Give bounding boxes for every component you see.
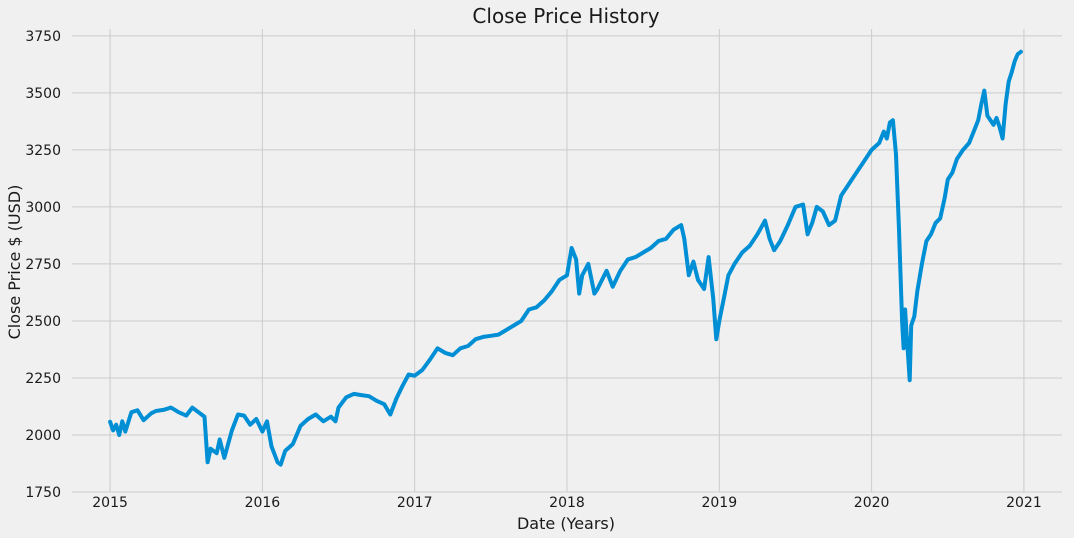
x-tick-label: 2017 bbox=[397, 495, 433, 511]
series-layer bbox=[108, 49, 1023, 467]
y-tick-label: 2000 bbox=[25, 428, 61, 444]
close-price-line bbox=[108, 49, 1023, 467]
tick-labels: 2015 2016 2017 2018 2019 2020 2021 1750 2000 2250… bbox=[25, 29, 1041, 511]
y-tick-label: 3000 bbox=[25, 200, 61, 216]
y-tick-label: 3500 bbox=[25, 86, 61, 102]
y-tick-label: 3750 bbox=[25, 29, 61, 45]
x-tick-label: 2016 bbox=[245, 495, 281, 511]
y-axis-label: Close Price $ (USD) bbox=[5, 185, 24, 340]
y-tick-label: 2500 bbox=[25, 314, 61, 330]
x-tick-label: 2018 bbox=[549, 495, 585, 511]
y-tick-label: 1750 bbox=[25, 485, 61, 501]
x-tick-label: 2015 bbox=[92, 495, 128, 511]
y-tick-label: 3250 bbox=[25, 143, 61, 159]
x-axis-label: Date (Years) bbox=[517, 514, 615, 533]
chart-title: Close Price History bbox=[472, 4, 659, 28]
x-tick-label: 2020 bbox=[854, 495, 890, 511]
x-tick-label: 2021 bbox=[1006, 495, 1042, 511]
y-tick-label: 2750 bbox=[25, 257, 61, 273]
x-tick-label: 2019 bbox=[701, 495, 737, 511]
y-tick-label: 2250 bbox=[25, 371, 61, 387]
